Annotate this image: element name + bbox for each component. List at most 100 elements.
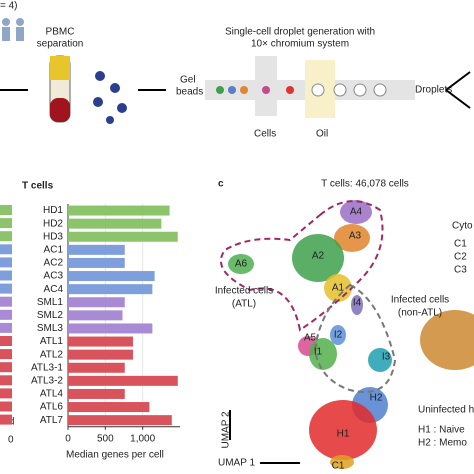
bar <box>68 284 153 295</box>
droplets: Droplets <box>415 85 452 96</box>
cell <box>106 116 114 124</box>
partial-bar <box>0 283 12 294</box>
cell <box>117 103 127 113</box>
y-tick-label: ATL6 <box>40 402 64 413</box>
umap-text: Uninfected he <box>418 405 474 416</box>
gel-beads: beads <box>176 87 203 98</box>
umap-text: H1 : Naive <box>418 425 465 436</box>
droplet <box>311 83 325 97</box>
partial-bar <box>0 296 12 307</box>
x-axis-label: Median genes per cell <box>66 449 164 460</box>
cell <box>110 83 120 93</box>
workflow: = 4) PBMC separation Single-cell droplet… <box>0 1 471 140</box>
umap-text: Infected cells <box>391 295 449 306</box>
cluster <box>420 310 474 370</box>
outline <box>219 200 384 332</box>
cluster <box>330 455 354 469</box>
droplet <box>373 83 387 97</box>
cluster-label: I2 <box>334 330 343 341</box>
partial-bar <box>0 309 12 320</box>
partial-bar <box>0 375 12 386</box>
partial-bar <box>0 205 12 215</box>
partial-bar <box>0 231 12 242</box>
tick-label: 0 <box>8 435 14 446</box>
y-tick-label: SML2 <box>37 310 64 321</box>
droplet <box>353 83 367 97</box>
y-tick-label: HD1 <box>43 205 63 216</box>
umap-text: Infected cells <box>215 286 273 297</box>
partial-bar <box>0 414 12 425</box>
umap-text: C2 <box>454 252 467 263</box>
tube-plasma <box>50 56 70 80</box>
cluster <box>309 400 377 460</box>
bead <box>216 86 224 94</box>
bar <box>68 388 125 399</box>
y-tick-label: HD3 <box>43 231 63 242</box>
person-icon <box>2 27 10 41</box>
y-tick-label: AC1 <box>44 244 64 255</box>
y-tick-label: ATL7 <box>40 415 64 426</box>
partial-bar <box>0 244 12 255</box>
bead <box>286 86 294 94</box>
y-tick-label: AC3 <box>44 271 64 282</box>
y-tick-label: AC4 <box>44 284 64 295</box>
bar <box>68 297 125 308</box>
cluster <box>340 200 372 224</box>
cluster-label: C1 <box>332 461 345 472</box>
droplet-title: 10× chromium system <box>251 39 349 50</box>
x-tick-label: 500 <box>97 433 114 444</box>
person-icon <box>2 18 10 26</box>
cluster <box>228 254 254 274</box>
cell <box>93 97 103 107</box>
bar <box>68 231 178 242</box>
cluster-label: A4 <box>350 207 363 218</box>
partial-bar <box>0 401 12 412</box>
y-tick-label: ATL1 <box>40 336 64 347</box>
bead <box>240 86 248 94</box>
bar <box>68 375 178 386</box>
umap-text: Cyto <box>452 221 473 232</box>
cluster <box>351 295 363 315</box>
y-tick-label: HD2 <box>43 218 63 229</box>
cluster <box>330 325 346 345</box>
partial-bar <box>0 388 12 399</box>
cluster-label: H2 <box>370 393 383 404</box>
y-tick-label: SML1 <box>37 297 64 308</box>
umap-text: c <box>218 179 224 190</box>
y-tick-label: ATL4 <box>40 389 64 400</box>
left-panel: T cells red 0 <box>0 181 54 446</box>
x-tick-label: 0 <box>65 433 71 444</box>
cluster-label: I4 <box>353 298 362 309</box>
cell <box>95 71 105 81</box>
cluster-label: H1 <box>337 429 350 440</box>
umap-text: T cells: 46,078 cells <box>321 179 409 190</box>
partial-bar <box>0 218 12 229</box>
pbmc: separation <box>37 39 84 50</box>
cluster-label: I3 <box>382 352 391 363</box>
bar <box>68 336 133 347</box>
bar <box>68 271 155 282</box>
cells: Cells <box>254 129 276 140</box>
y-tick-label: SML3 <box>37 323 64 334</box>
bar <box>68 205 170 216</box>
umap-text: C3 <box>454 265 467 276</box>
y-tick-label: ATL3-2 <box>31 375 63 386</box>
bead <box>262 86 270 94</box>
umap-text: (ATL) <box>232 299 256 310</box>
cluster-label: A2 <box>312 251 325 262</box>
bar <box>68 257 125 268</box>
bar <box>68 244 125 255</box>
cluster-label: A3 <box>349 231 362 242</box>
cluster-label: A6 <box>235 259 248 270</box>
x-tick-label: 1,000 <box>130 433 155 444</box>
cluster-label: A5 <box>304 333 317 344</box>
bead <box>228 86 236 94</box>
bar <box>68 310 123 321</box>
y-tick-label: ATL3-1 <box>31 362 63 373</box>
gel-beads: Gel <box>180 75 196 86</box>
bar-chart: T cells05001,000HD1HD2HD3AC1AC2AC3AC4SML… <box>31 204 180 460</box>
arrow <box>445 89 471 109</box>
cohort: = 4) <box>0 1 18 12</box>
partial-bar <box>0 257 12 268</box>
droplet-title: Single-cell droplet generation with <box>225 27 375 38</box>
